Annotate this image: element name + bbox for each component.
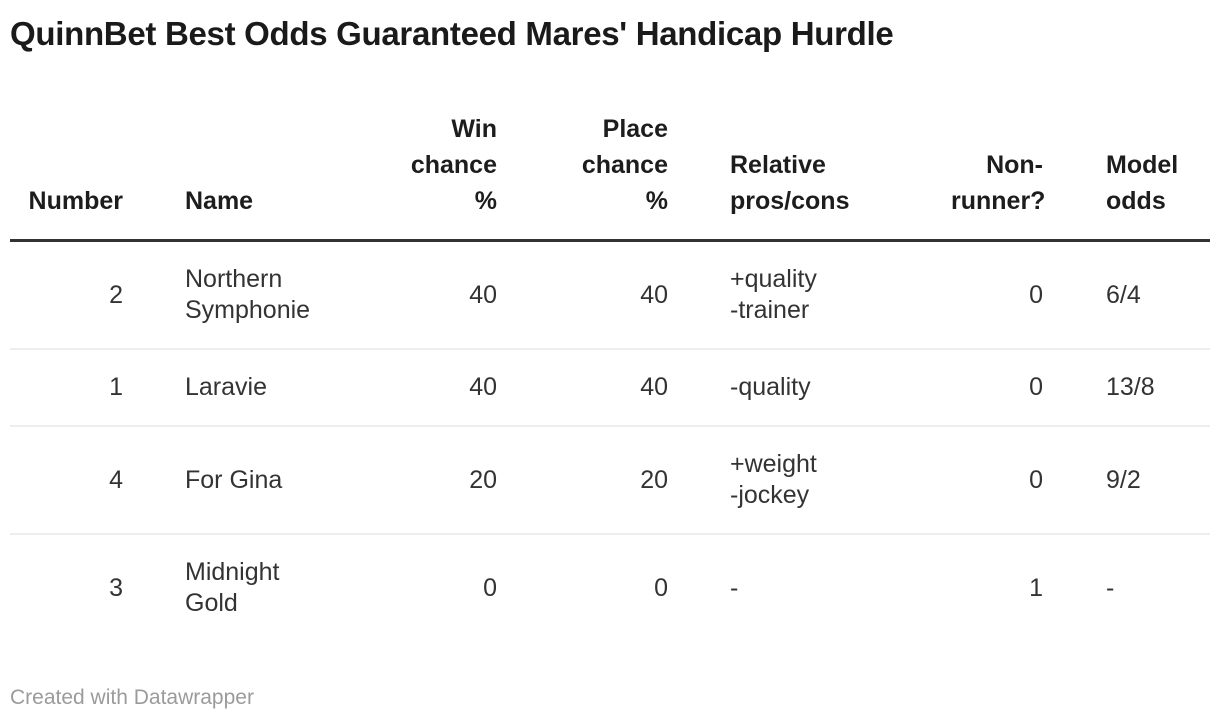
cell-pros-cons: - <box>730 573 739 602</box>
cell-number: 3 <box>109 573 123 602</box>
cell-pros-cons: -quality <box>683 349 950 427</box>
table-row: 2 Northern Symphonie 40 40 +quality -tra… <box>10 240 1210 350</box>
table-row: 3 Midnight Gold 0 0 - 1 - <box>10 534 1210 641</box>
cell-non-runner: 0 <box>950 349 1050 427</box>
column-header-number: Number <box>10 111 145 242</box>
column-header-win-chance: Win chance % <box>400 111 512 242</box>
cell-name: For Gina <box>145 426 400 535</box>
cell-place-chance: 40 <box>512 349 683 427</box>
table-header-row: Number Name Win chance % Place chance % … <box>10 111 1210 242</box>
cell-model-odds: 9/2 <box>1050 426 1210 535</box>
cell-name: Laravie <box>145 349 400 427</box>
column-header-model-odds: Model odds <box>1050 111 1210 242</box>
cell-win-chance: 0 <box>483 573 497 602</box>
table-body: 2 Northern Symphonie 40 40 +quality -tra… <box>10 240 1210 642</box>
cell-model-odds: 13/8 <box>1050 349 1210 427</box>
cell-win-chance: 40 <box>400 349 512 427</box>
cell-non-runner: 0 <box>950 426 1050 535</box>
cell-pros-cons: +quality -trainer <box>683 240 950 350</box>
cell-name: Midnight Gold <box>185 558 280 617</box>
column-header-non-runner: Non- runner? <box>950 111 1050 242</box>
cell-non-runner: 1 <box>1029 573 1043 602</box>
odds-table: Number Name Win chance % Place chance % … <box>10 111 1210 641</box>
cell-win-chance: 20 <box>400 426 512 535</box>
cell-place-chance: 20 <box>512 426 683 535</box>
cell-win-chance: 40 <box>400 240 512 350</box>
cell-model-odds: 6/4 <box>1050 240 1210 350</box>
cell-model-odds: - <box>1106 573 1115 602</box>
column-header-pros-cons: Relative pros/cons <box>683 111 950 242</box>
table-row: 1 Laravie 40 40 -quality 0 13/8 <box>10 349 1210 427</box>
cell-name: Northern Symphonie <box>145 240 400 350</box>
column-header-name: Name <box>145 111 400 242</box>
cell-place-chance: 40 <box>512 240 683 350</box>
cell-number: 2 <box>10 240 145 350</box>
table-header: Number Name Win chance % Place chance % … <box>10 111 1210 242</box>
chart-title: QuinnBet Best Odds Guaranteed Mares' Han… <box>10 15 894 52</box>
cell-number: 1 <box>10 349 145 427</box>
datawrapper-credit-link[interactable]: Created with Datawrapper <box>10 686 254 709</box>
column-header-place-chance: Place chance % <box>512 111 683 242</box>
cell-pros-cons: +weight -jockey <box>683 426 950 535</box>
cell-place-chance: 0 <box>654 573 668 602</box>
cell-number: 4 <box>10 426 145 535</box>
table-row: 4 For Gina 20 20 +weight -jockey 0 9/2 <box>10 426 1210 535</box>
cell-non-runner: 0 <box>950 240 1050 350</box>
chart-container: QuinnBet Best Odds Guaranteed Mares' Han… <box>0 14 1220 711</box>
